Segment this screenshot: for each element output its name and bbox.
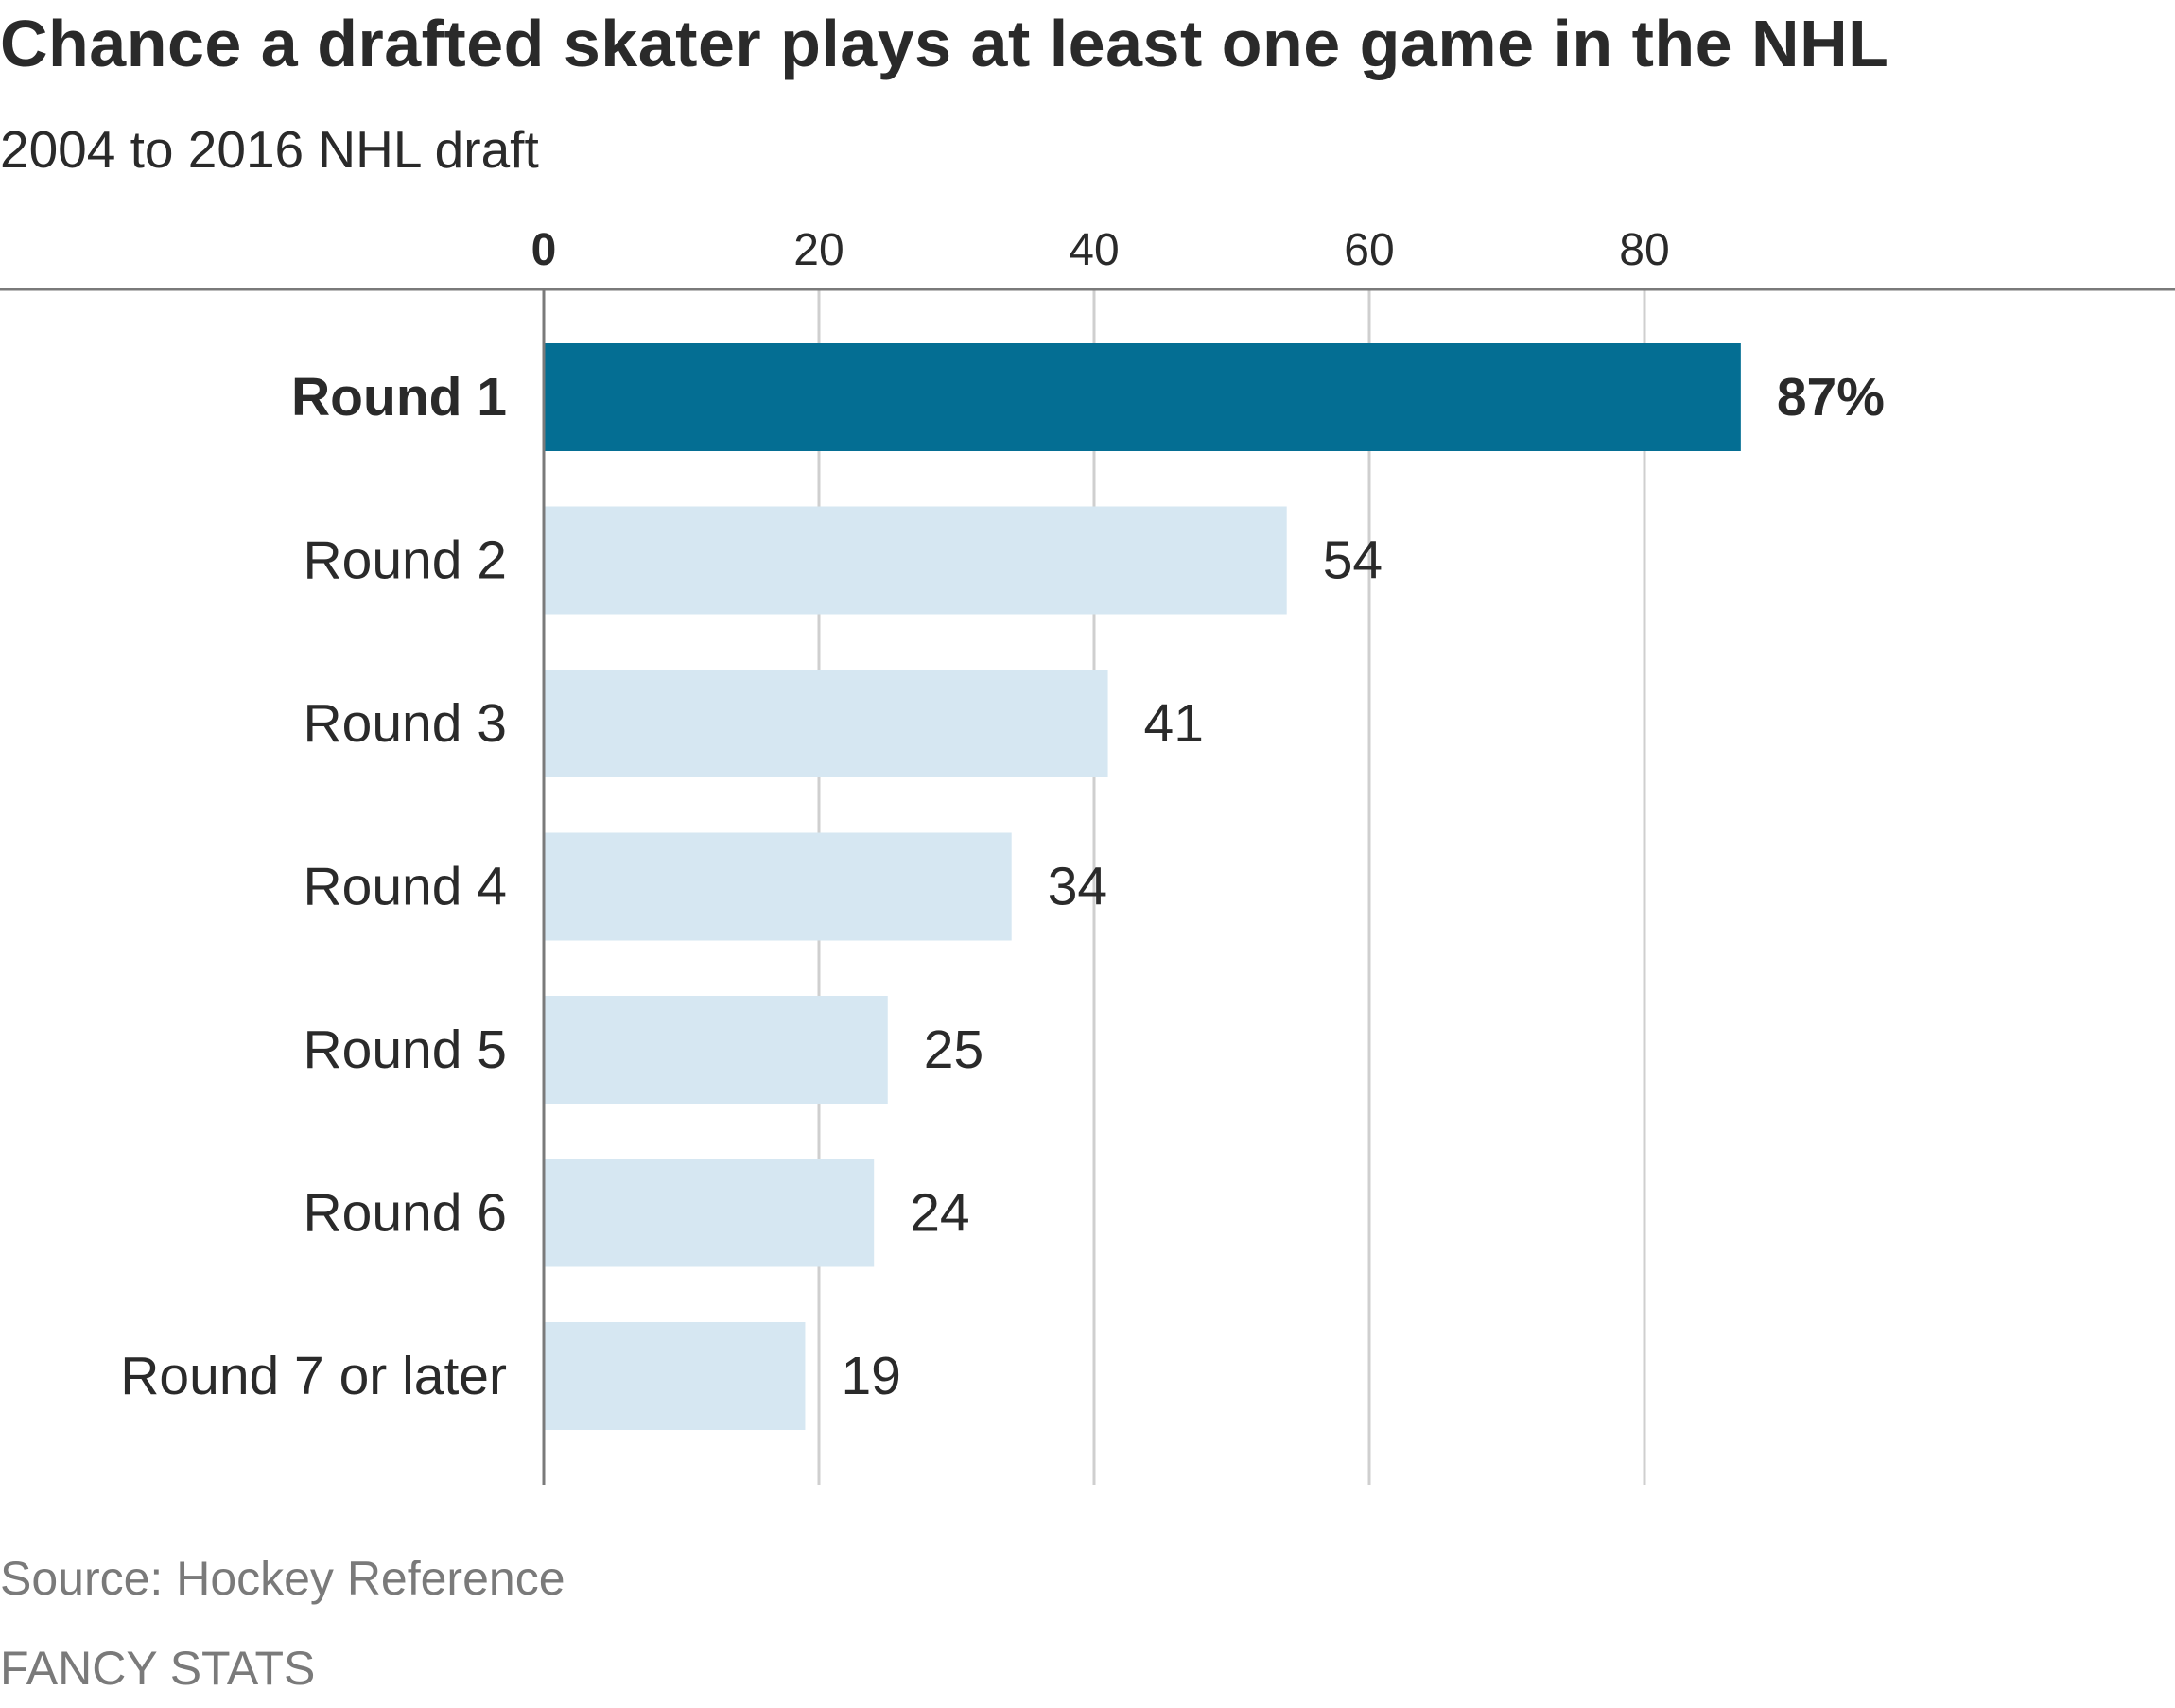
data-label: 54	[1323, 531, 1383, 591]
data-label: 25	[924, 1020, 983, 1080]
bar	[544, 506, 1287, 615]
data-label: 24	[910, 1183, 969, 1244]
category-label: Round 6	[303, 1183, 507, 1244]
category-label: Round 3	[303, 693, 507, 754]
bar	[544, 832, 1012, 941]
chart-title: Chance a drafted skater plays at least o…	[0, 7, 1889, 80]
bar	[544, 996, 888, 1104]
x-tick-label: 60	[1344, 225, 1394, 275]
category-label: Round 7 or later	[120, 1346, 507, 1406]
x-tick-label: 0	[531, 225, 557, 275]
data-label: 41	[1144, 693, 1204, 754]
credit-label: FANCY STATS	[0, 1642, 316, 1695]
category-label: Round 5	[303, 1020, 507, 1080]
category-label: Round 2	[303, 531, 507, 591]
x-tick-label: 40	[1069, 225, 1119, 275]
bar	[544, 1322, 806, 1430]
bar-chart: 0 20 40 60 80 Round 1 87% Round 2 54 Round 3 41 Ro…	[0, 225, 2175, 1485]
bar	[544, 670, 1108, 777]
source-note: Source: Hockey Reference	[0, 1552, 566, 1605]
data-label: 87%	[1777, 367, 1885, 427]
bar	[544, 343, 1741, 451]
data-label: 34	[1048, 857, 1107, 917]
bar	[544, 1159, 875, 1267]
category-label: Round 4	[303, 857, 507, 917]
data-label: 19	[841, 1346, 900, 1406]
x-tick-label: 20	[793, 225, 844, 275]
chart-subtitle: 2004 to 2016 NHL draft	[0, 120, 539, 179]
category-label: Round 1	[291, 367, 507, 427]
x-tick-label: 80	[1619, 225, 1669, 275]
